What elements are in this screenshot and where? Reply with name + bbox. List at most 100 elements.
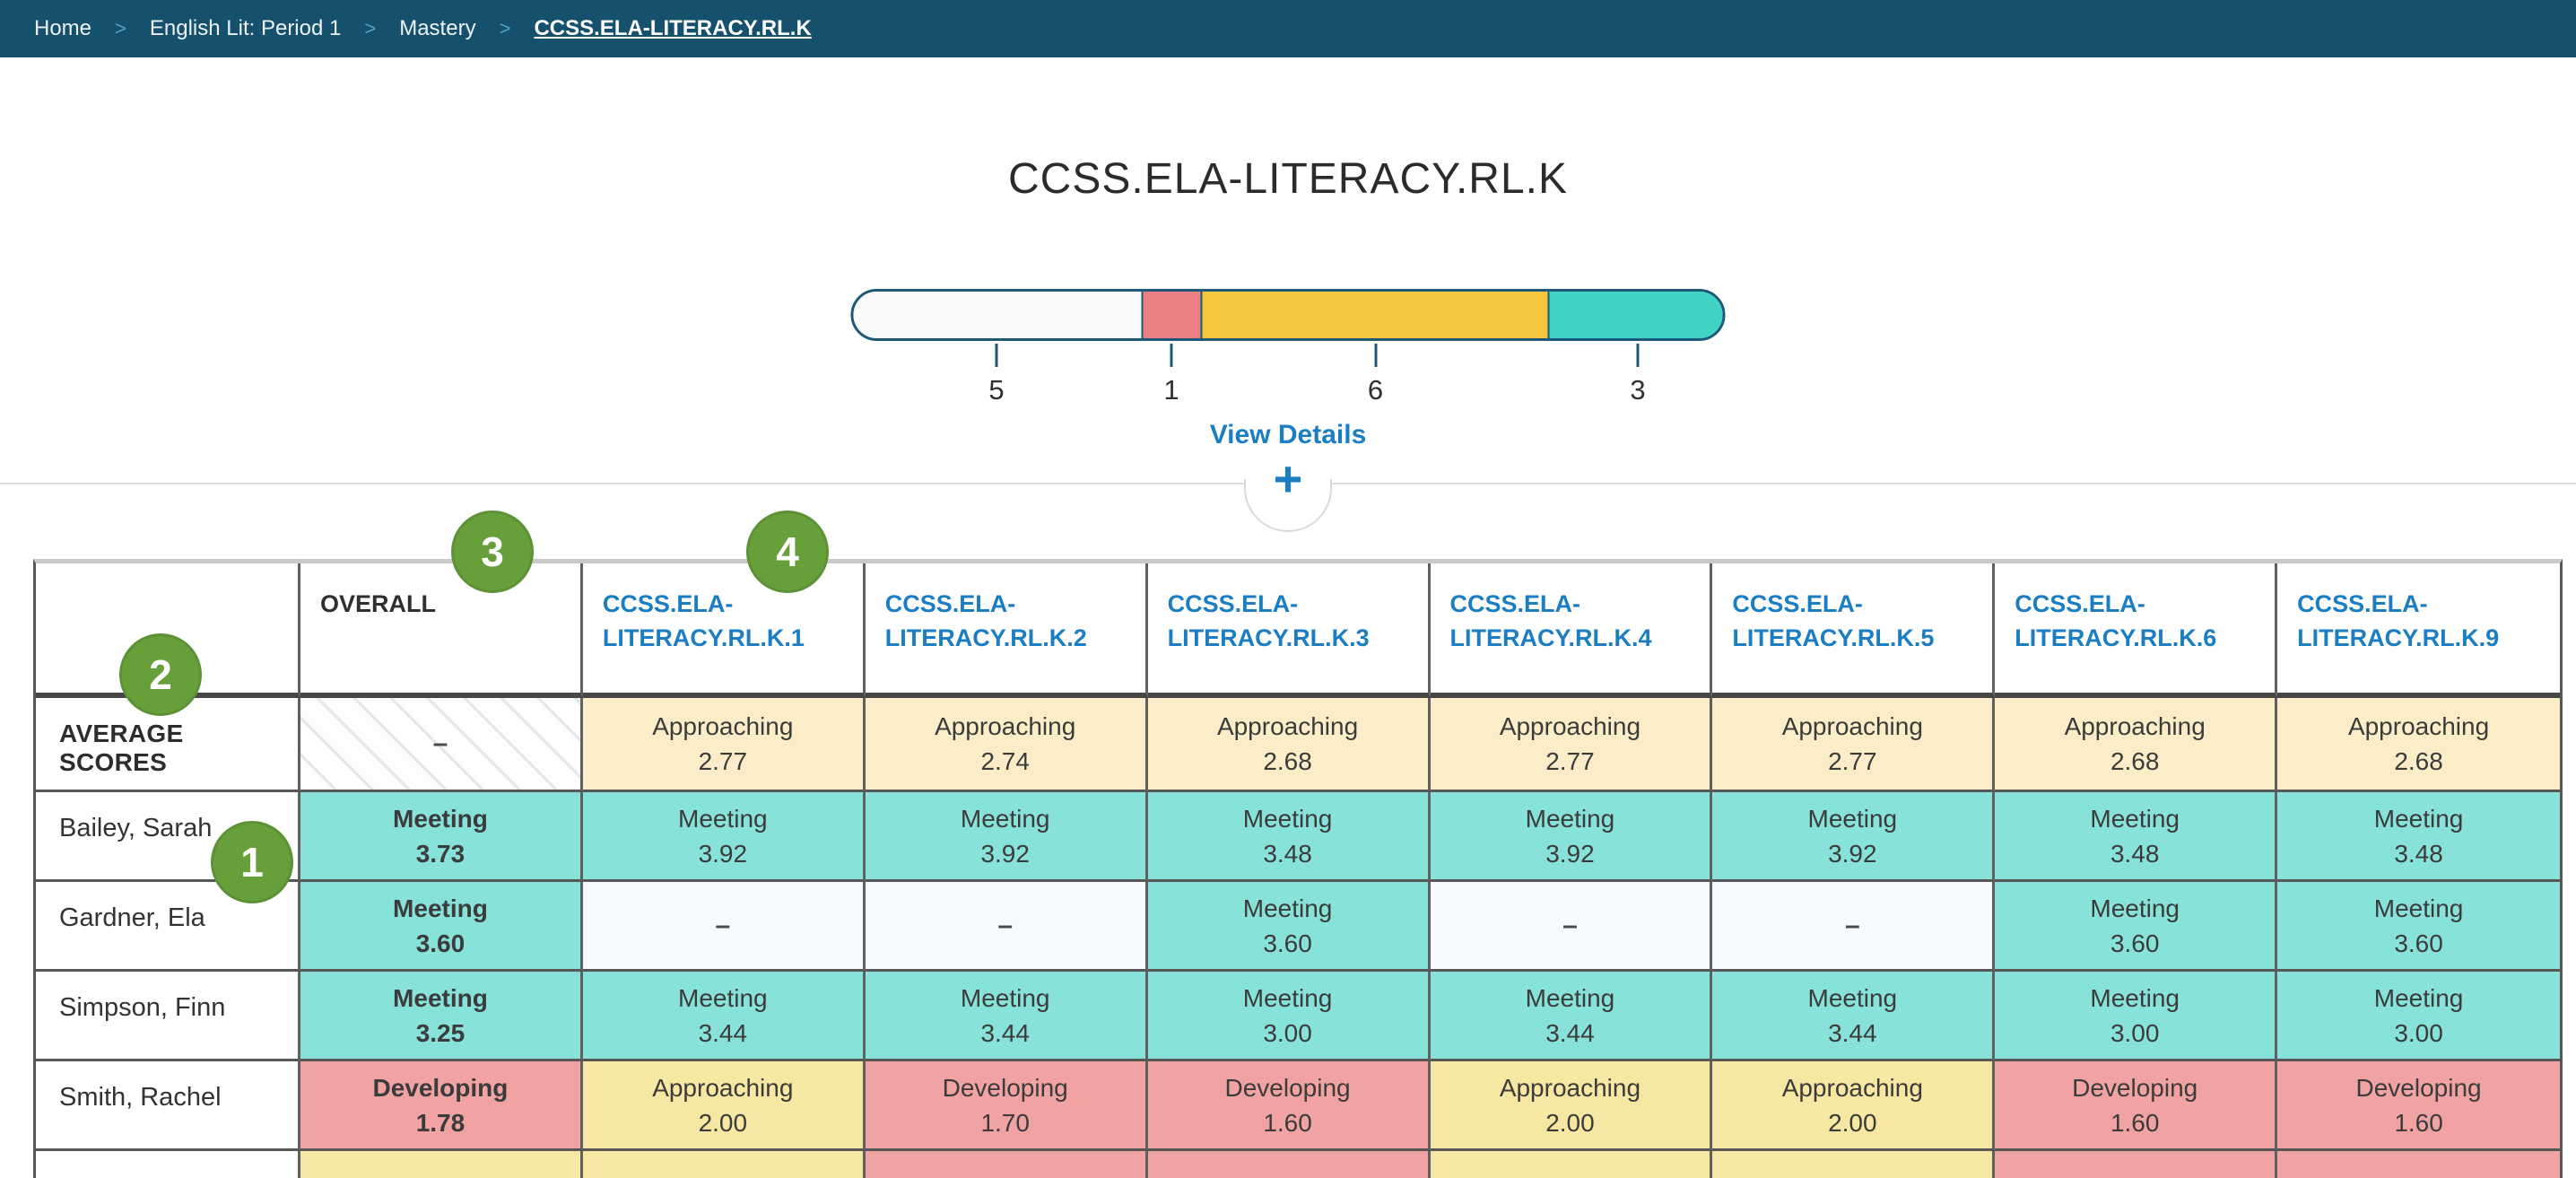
student-name[interactable]: Simpson, Finn bbox=[36, 972, 300, 1061]
no-score-dash: – bbox=[715, 910, 731, 940]
score-cell-rl-k-1[interactable]: Approaching 2.00 bbox=[582, 1061, 866, 1151]
score-cell-rl-k-4[interactable]: Meeting 3.44 bbox=[1430, 972, 1713, 1061]
score-value: 2.77 bbox=[1828, 747, 1877, 775]
score-cell-rl-k-5[interactable]: Meeting 3.92 bbox=[1712, 792, 1996, 882]
score-cell-rl-k-4: – bbox=[1430, 882, 1713, 972]
partial-cell bbox=[2277, 1151, 2560, 1178]
partial-cell bbox=[300, 1151, 583, 1178]
mastery-level-label: Approaching bbox=[935, 712, 1076, 740]
score-cell-rl-k-1[interactable]: Meeting 3.92 bbox=[582, 792, 866, 882]
partial-cell bbox=[1430, 1151, 1713, 1178]
annotation-badge-1: 1 bbox=[211, 821, 293, 903]
score-cell-rl-k-4[interactable]: Approaching 2.00 bbox=[1430, 1061, 1713, 1151]
score-value: 3.48 bbox=[2394, 839, 2443, 868]
score-value: 3.92 bbox=[1545, 839, 1595, 868]
score-cell-rl-k-4: Approaching 2.77 bbox=[1430, 698, 1713, 792]
no-score-dash: – bbox=[1562, 910, 1578, 940]
score-cell-rl-k-3[interactable]: Developing 1.60 bbox=[1147, 1061, 1431, 1151]
score-cell-rl-k-3: Approaching 2.68 bbox=[1147, 698, 1431, 792]
segment-count-label: 6 bbox=[1367, 374, 1384, 406]
score-cell-rl-k-3[interactable]: Meeting 3.00 bbox=[1147, 972, 1431, 1061]
column-header-rl-k-3[interactable]: CCSS.ELA-LITERACY.RL.K.3 bbox=[1147, 563, 1431, 698]
breadcrumb-separator: > bbox=[499, 17, 511, 39]
column-header-rl-k-2[interactable]: CCSS.ELA-LITERACY.RL.K.2 bbox=[865, 563, 1148, 698]
score-value: 2.77 bbox=[698, 747, 748, 775]
mastery-level-label: Meeting bbox=[1242, 894, 1333, 922]
column-header-rl-k-6[interactable]: CCSS.ELA-LITERACY.RL.K.6 bbox=[1995, 563, 2278, 698]
column-header-rl-k-4[interactable]: CCSS.ELA-LITERACY.RL.K.4 bbox=[1430, 563, 1713, 698]
mastery-level-label: Approaching bbox=[1216, 712, 1359, 740]
score-cell-rl-k-2[interactable]: Meeting 3.44 bbox=[865, 972, 1148, 1061]
column-header-rl-k-9[interactable]: CCSS.ELA-LITERACY.RL.K.9 bbox=[2277, 563, 2560, 698]
mastery-level-label: Meeting bbox=[1807, 983, 1898, 1012]
score-cell-rl-k-2[interactable]: Developing 1.70 bbox=[865, 1061, 1148, 1151]
breadcrumb-item-mastery[interactable]: Mastery bbox=[399, 16, 476, 40]
score-cell-rl-k-6[interactable]: Developing 1.60 bbox=[1995, 1061, 2278, 1151]
score-cell-rl-k-1[interactable]: Meeting 3.44 bbox=[582, 972, 866, 1061]
mastery-level-label: Meeting bbox=[393, 894, 488, 922]
score-cell-overall[interactable]: Meeting 3.60 bbox=[300, 882, 583, 972]
score-cell-overall[interactable]: Meeting 3.73 bbox=[300, 792, 583, 882]
score-cell-rl-k-5: – bbox=[1712, 882, 1996, 972]
score-cell-rl-k-9: Approaching 2.68 bbox=[2277, 698, 2560, 792]
distribution-segment-2 bbox=[1141, 292, 1201, 338]
score-cell-overall[interactable]: Meeting 3.25 bbox=[300, 972, 583, 1061]
score-value: 3.48 bbox=[1263, 839, 1312, 868]
view-details-link[interactable]: View Details bbox=[1209, 420, 1367, 449]
distribution-segment-1 bbox=[853, 292, 1142, 338]
score-cell-rl-k-3[interactable]: Meeting 3.48 bbox=[1147, 792, 1431, 882]
mastery-level-label: Approaching bbox=[2064, 712, 2206, 740]
distribution-tick: 6 bbox=[1201, 344, 1551, 406]
tick-mark bbox=[1170, 344, 1173, 367]
score-cell-overall[interactable]: Developing 1.78 bbox=[300, 1061, 583, 1151]
breadcrumb-item-english-lit-period-1[interactable]: English Lit: Period 1 bbox=[149, 16, 342, 40]
score-cell-rl-k-2: Approaching 2.74 bbox=[865, 698, 1148, 792]
column-header-rl-k-5[interactable]: CCSS.ELA-LITERACY.RL.K.5 bbox=[1712, 563, 1996, 698]
mastery-level-label: Meeting bbox=[960, 804, 1050, 833]
score-cell-rl-k-6: Approaching 2.68 bbox=[1995, 698, 2278, 792]
score-cell-rl-k-9[interactable]: Meeting 3.48 bbox=[2277, 792, 2560, 882]
score-value: 1.78 bbox=[415, 1108, 466, 1137]
score-value: 3.60 bbox=[2110, 929, 2160, 957]
score-cell-rl-k-9[interactable]: Meeting 3.60 bbox=[2277, 882, 2560, 972]
score-cell-rl-k-5[interactable]: Meeting 3.44 bbox=[1712, 972, 1996, 1061]
mastery-level-label: Meeting bbox=[393, 983, 488, 1012]
expand-plus-icon[interactable]: + bbox=[1273, 450, 1303, 507]
distribution-tick: 5 bbox=[851, 344, 1143, 406]
mastery-level-label: Developing bbox=[2355, 1073, 2482, 1102]
score-cell-rl-k-9[interactable]: Meeting 3.00 bbox=[2277, 972, 2560, 1061]
no-score-dash: – bbox=[1844, 910, 1860, 940]
segment-count-label: 5 bbox=[988, 374, 1005, 406]
partial-cell bbox=[1712, 1151, 1996, 1178]
annotation-badge-2: 2 bbox=[119, 633, 202, 716]
score-value: 2.68 bbox=[1263, 747, 1312, 775]
mastery-level-label: Approaching bbox=[652, 1073, 794, 1102]
score-cell-rl-k-6[interactable]: Meeting 3.60 bbox=[1995, 882, 2278, 972]
score-cell-rl-k-3[interactable]: Meeting 3.60 bbox=[1147, 882, 1431, 972]
score-cell-rl-k-4[interactable]: Meeting 3.92 bbox=[1430, 792, 1713, 882]
score-value: 3.25 bbox=[415, 1018, 466, 1047]
score-value: 2.00 bbox=[1828, 1108, 1877, 1137]
score-cell-rl-k-9[interactable]: Developing 1.60 bbox=[2277, 1061, 2560, 1151]
mastery-level-label: Approaching bbox=[1781, 1073, 1923, 1102]
segment-count-label: 1 bbox=[1163, 374, 1179, 406]
row-label-average-scores: AVERAGE SCORES bbox=[36, 698, 300, 792]
column-header-rl-k-1[interactable]: CCSS.ELA-LITERACY.RL.K.1 bbox=[582, 563, 866, 698]
score-cell-rl-k-2[interactable]: Meeting 3.92 bbox=[865, 792, 1148, 882]
score-value: 3.60 bbox=[1263, 929, 1312, 957]
score-value: 3.73 bbox=[415, 839, 466, 868]
student-name[interactable]: Smith, Rachel bbox=[36, 1061, 300, 1151]
breadcrumb-item-ccss-ela-literacy-rl-k[interactable]: CCSS.ELA-LITERACY.RL.K bbox=[534, 16, 812, 40]
score-cell-rl-k-5[interactable]: Approaching 2.00 bbox=[1712, 1061, 1996, 1151]
score-cell-rl-k-6[interactable]: Meeting 3.48 bbox=[1995, 792, 2278, 882]
partial-cell bbox=[865, 1151, 1148, 1178]
mastery-level-label: Developing bbox=[942, 1073, 1068, 1102]
score-value: 3.60 bbox=[2394, 929, 2443, 957]
mastery-table: OVERALL CCSS.ELA-LITERACY.RL.K.1 CCSS.ELA-… bbox=[33, 559, 2563, 1178]
partial-cell bbox=[36, 1151, 300, 1178]
mastery-level-label: Meeting bbox=[1807, 804, 1898, 833]
breadcrumb-item-home[interactable]: Home bbox=[34, 16, 92, 40]
tick-mark bbox=[1636, 344, 1640, 367]
segment-count-label: 3 bbox=[1630, 374, 1646, 406]
score-cell-rl-k-6[interactable]: Meeting 3.00 bbox=[1995, 972, 2278, 1061]
